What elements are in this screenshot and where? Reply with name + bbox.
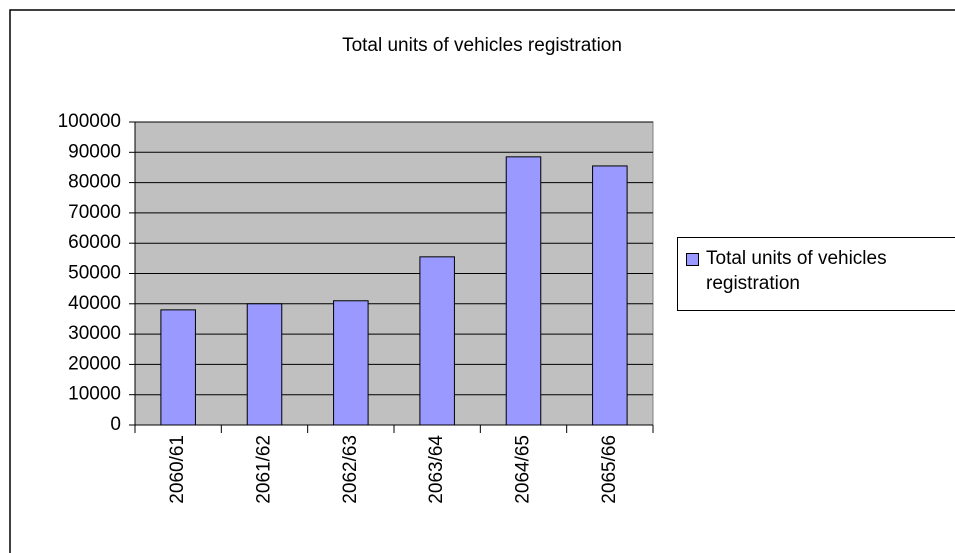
- x-tick-label: 2060/61: [167, 435, 188, 504]
- y-tick-label: 10000: [68, 384, 121, 405]
- y-tick-label: 20000: [68, 353, 121, 374]
- bar: [160, 309, 196, 426]
- legend-label: Total units of vehicles registration: [706, 248, 887, 294]
- y-tick-label: 0: [110, 414, 121, 435]
- y-tick-label: 60000: [68, 232, 121, 253]
- chart-title: Total units of vehicles registration: [342, 35, 622, 56]
- y-tick-label: 70000: [68, 202, 121, 223]
- bar: [246, 303, 283, 426]
- y-tick-label: 50000: [68, 263, 121, 284]
- legend: Total units of vehicles registration: [677, 237, 955, 311]
- x-tick-label: 2065/66: [599, 435, 620, 504]
- bar: [419, 256, 455, 426]
- y-tick-label: 80000: [68, 172, 121, 193]
- y-tick-label: 90000: [68, 141, 121, 162]
- y-tick-label: 100000: [58, 111, 121, 132]
- bar: [592, 165, 628, 426]
- x-tick-label: 2061/62: [254, 435, 275, 504]
- x-tick-label: 2064/65: [513, 435, 534, 504]
- y-tick-label: 40000: [68, 293, 121, 314]
- bar: [333, 300, 369, 426]
- legend-swatch: [686, 253, 699, 266]
- y-tick-label: 30000: [68, 323, 121, 344]
- x-tick-label: 2063/64: [426, 435, 447, 504]
- bar: [505, 156, 542, 426]
- x-tick-label: 2062/63: [340, 435, 361, 504]
